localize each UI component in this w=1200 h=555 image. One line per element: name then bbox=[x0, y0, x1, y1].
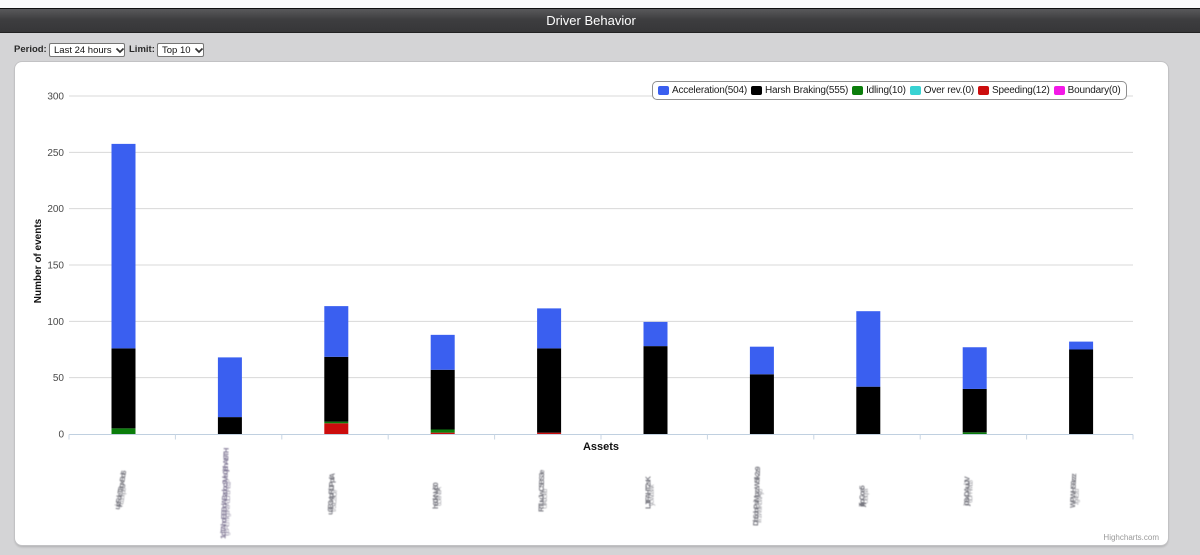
svg-text:Dh5dnPsiMpzzW5fk2z9: Dh5dnPsiMpzzW5fk2z9 bbox=[751, 466, 762, 526]
svg-text:200: 200 bbox=[47, 204, 64, 215]
svg-text:Ufr4JGed: Ufr4JGed bbox=[542, 488, 549, 509]
svg-text:150: 150 bbox=[47, 261, 64, 272]
svg-text:jfljoGoa5: jfljoGoa5 bbox=[858, 485, 867, 508]
svg-text:Assets: Assets bbox=[583, 441, 619, 453]
svg-text:RTuvJwC5BS3e: RTuvJwC5BS3e bbox=[537, 470, 547, 512]
svg-text:UBlqsa: UBlqsa bbox=[863, 488, 870, 504]
svg-text:6DFHMd3: 6DFHMd3 bbox=[967, 480, 974, 504]
svg-text:t75vL2sCe: t75vL2sCe bbox=[331, 489, 339, 512]
svg-text:cGeN9A: cGeN9A bbox=[436, 486, 443, 506]
svg-text:250: 250 bbox=[47, 148, 64, 159]
svg-text:u3B3xtpRlJPpfA: u3B3xtpRlJPpfA bbox=[326, 472, 337, 515]
svg-text:0: 0 bbox=[58, 430, 64, 441]
svg-text:zg4Ezd: zg4Ezd bbox=[1073, 488, 1081, 505]
svg-text:j08xDAuiJV: j08xDAuiJV bbox=[962, 476, 972, 507]
svg-text:riT1W9rK0wHyo: riT1W9rK0wHyo bbox=[756, 488, 764, 523]
svg-text:100: 100 bbox=[47, 317, 64, 328]
svg-text:50: 50 bbox=[53, 373, 65, 384]
svg-text:LJtFAHT2sK: LJtFAHT2sK bbox=[644, 476, 653, 509]
svg-text:yGwb3wk: yGwb3wk bbox=[649, 484, 656, 506]
svg-text:300: 300 bbox=[47, 92, 64, 103]
svg-text:Number of events: Number of events bbox=[33, 218, 44, 303]
svg-text:h60kNvj50: h60kNvj50 bbox=[431, 482, 440, 509]
svg-text:WPWHS9zzz: WPWHS9zzz bbox=[1068, 473, 1078, 508]
svg-text:ncf10epf9: ncf10epf9 bbox=[118, 486, 128, 507]
svg-text:1dTAhoEEBdABzdoc9Vis0j8hAt9TH: 1dTAhoEEBdABzdoc9Vis0j8hAt9TH bbox=[219, 448, 231, 539]
svg-text:lgBAEmxg9KeAdDn5H81P: lgBAEmxg9KeAdDn5H81P bbox=[224, 479, 233, 536]
